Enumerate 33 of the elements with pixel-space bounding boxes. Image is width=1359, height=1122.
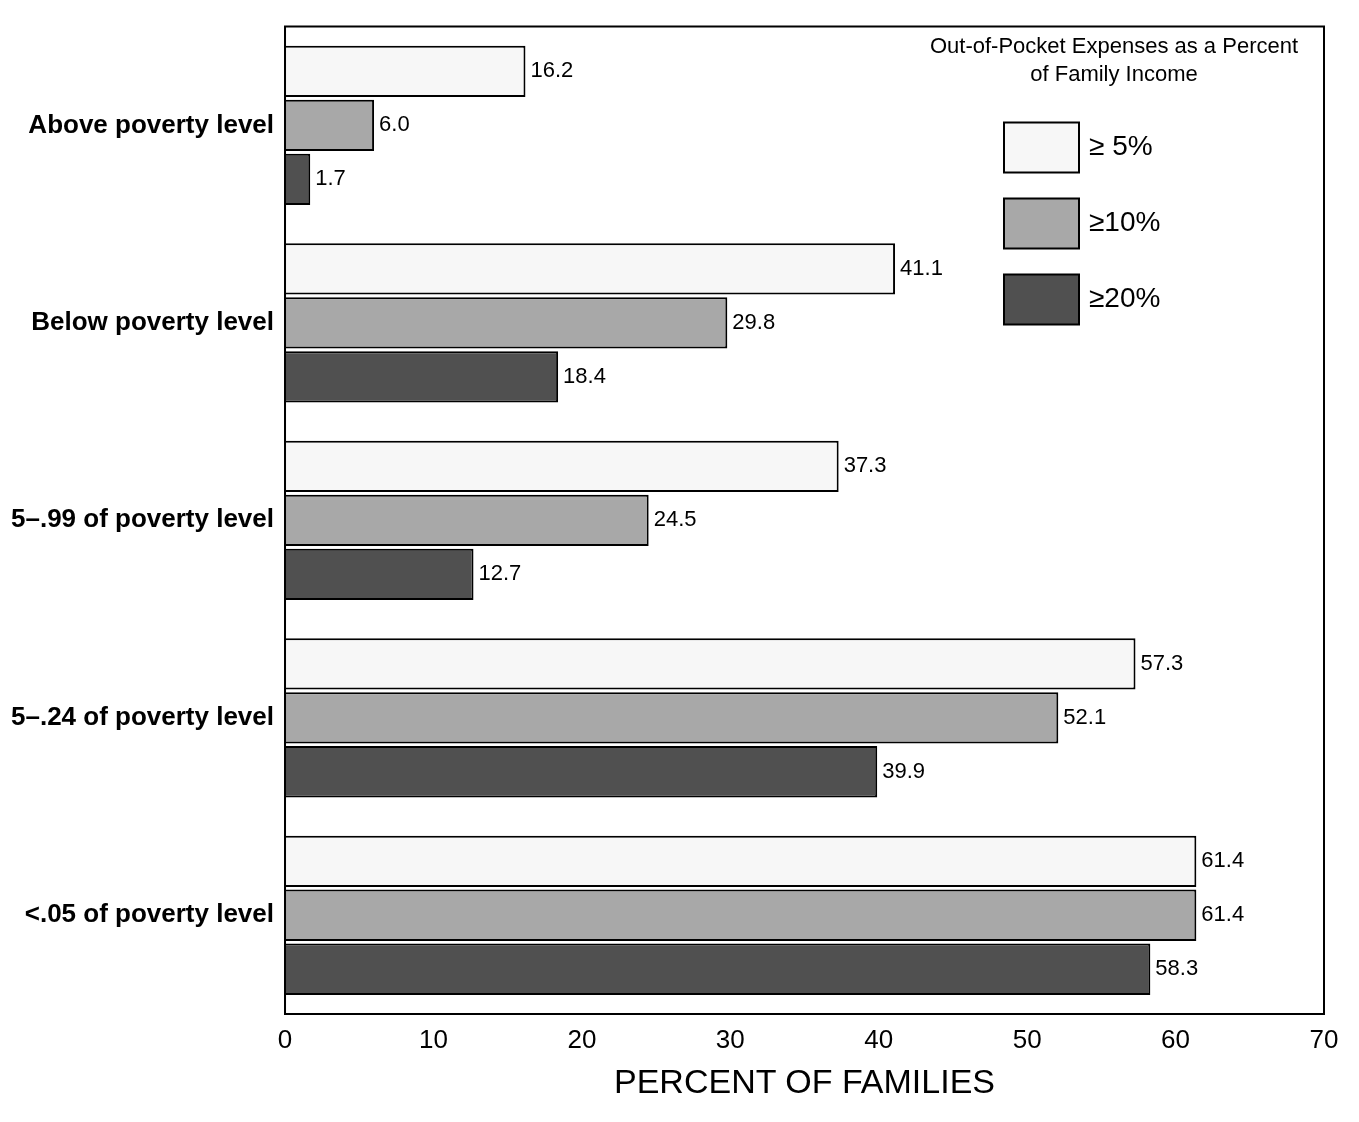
y-tick-label: <.05 of poverty level <box>24 898 275 929</box>
data-label: 37.3 <box>843 452 887 478</box>
data-label: 39.9 <box>882 757 926 783</box>
data-label: 16.2 <box>530 57 574 83</box>
x-tick-label: 60 <box>1161 1023 1191 1054</box>
data-label: 41.1 <box>900 254 943 280</box>
y-tick-label: Below poverty level <box>31 305 275 336</box>
data-label: 24.5 <box>653 506 697 532</box>
data-label: 12.7 <box>478 560 522 586</box>
data-label: 6.0 <box>379 111 410 137</box>
x-tick-label: 70 <box>1309 1023 1339 1054</box>
data-label: 52.1 <box>1063 703 1107 729</box>
data-label: 29.8 <box>732 308 776 334</box>
data-label: 58.3 <box>1155 955 1199 981</box>
x-tick-label: 20 <box>567 1023 597 1054</box>
x-tick-label: 30 <box>715 1023 745 1054</box>
data-label: 61.4 <box>1201 901 1245 927</box>
x-tick-label: 50 <box>1012 1023 1042 1054</box>
y-tick-label: 5–.24 of poverty level <box>10 700 275 731</box>
data-label: 1.7 <box>315 165 346 191</box>
legend-label: ≥ 5% <box>1089 130 1153 162</box>
x-tick-label: 0 <box>277 1023 293 1054</box>
legend-label: ≥10% <box>1089 206 1161 238</box>
x-axis-title: PERCENT OF FAMILIES <box>614 1061 996 1100</box>
data-label: 61.4 <box>1201 847 1245 873</box>
legend-label: ≥20% <box>1089 282 1161 314</box>
data-label: 18.4 <box>563 362 606 388</box>
data-label: 57.3 <box>1140 649 1184 675</box>
legend-title: Out-of-Pocket Expenses as a Percent of Family Income <box>929 32 1299 86</box>
y-tick-label: 5–.99 of poverty level <box>10 503 275 534</box>
y-tick-label: Above poverty level <box>28 108 275 139</box>
x-tick-label: 40 <box>864 1023 894 1054</box>
x-tick-label: 10 <box>418 1023 448 1054</box>
